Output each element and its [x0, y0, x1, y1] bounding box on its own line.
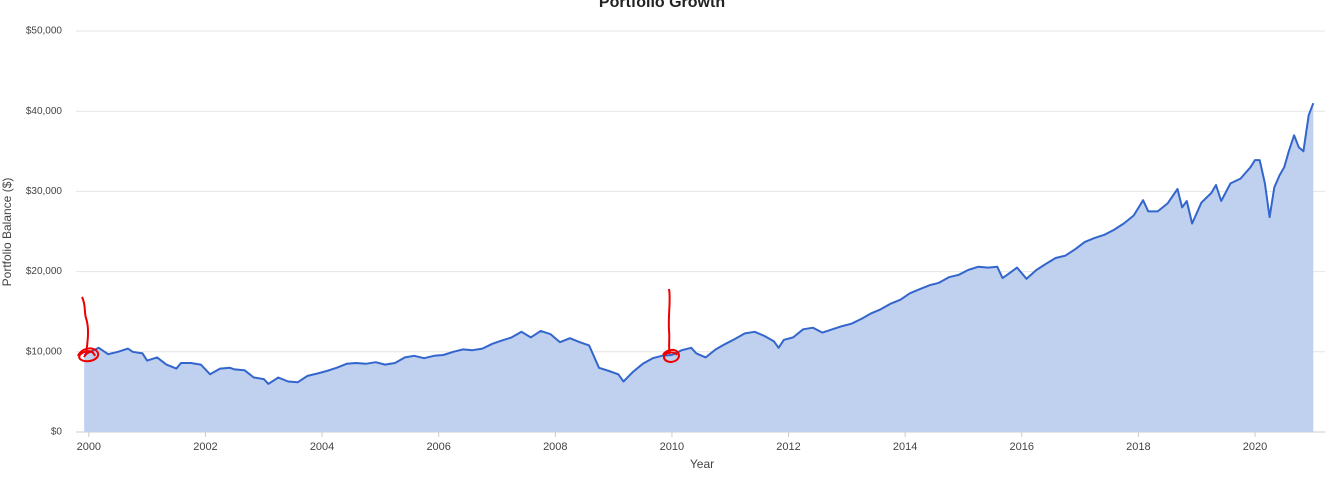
y-axis-title: Portfolio Balance ($): [0, 178, 14, 287]
x-tick-label: 2012: [776, 441, 800, 453]
x-tick-label: 2010: [660, 441, 684, 453]
annotation-scribble: [77, 347, 100, 363]
annotation-stroke: [81, 296, 90, 356]
y-tick-label: $40,000: [26, 106, 63, 117]
x-axis-title: Year: [690, 457, 714, 471]
x-tick-label: 2018: [1126, 441, 1150, 453]
y-tick-label: $10,000: [26, 346, 63, 357]
x-tick-label: 2006: [426, 441, 450, 453]
annotation-stroke: [667, 288, 671, 355]
area-fill: [84, 103, 1314, 432]
x-tick-label: 2008: [543, 441, 567, 453]
annotations: [77, 288, 681, 363]
x-tick-label: 2014: [893, 441, 917, 453]
plot-area: [83, 102, 1315, 432]
y-tick-label: $20,000: [26, 266, 63, 277]
x-tick-label: 2000: [77, 441, 101, 453]
y-tick-label: $30,000: [26, 186, 63, 197]
y-tick-label: $0: [51, 427, 63, 438]
x-tick-label: 2020: [1243, 441, 1267, 453]
line: [83, 102, 1315, 385]
annotation-scribble: [662, 348, 681, 363]
x-tick-label: 2004: [310, 441, 334, 453]
chart-title: Portfolio Growth: [599, 0, 725, 11]
y-tick-label: $50,000: [26, 26, 63, 37]
x-tick-label: 2002: [193, 441, 217, 453]
x-tick-label: 2016: [1010, 441, 1034, 453]
